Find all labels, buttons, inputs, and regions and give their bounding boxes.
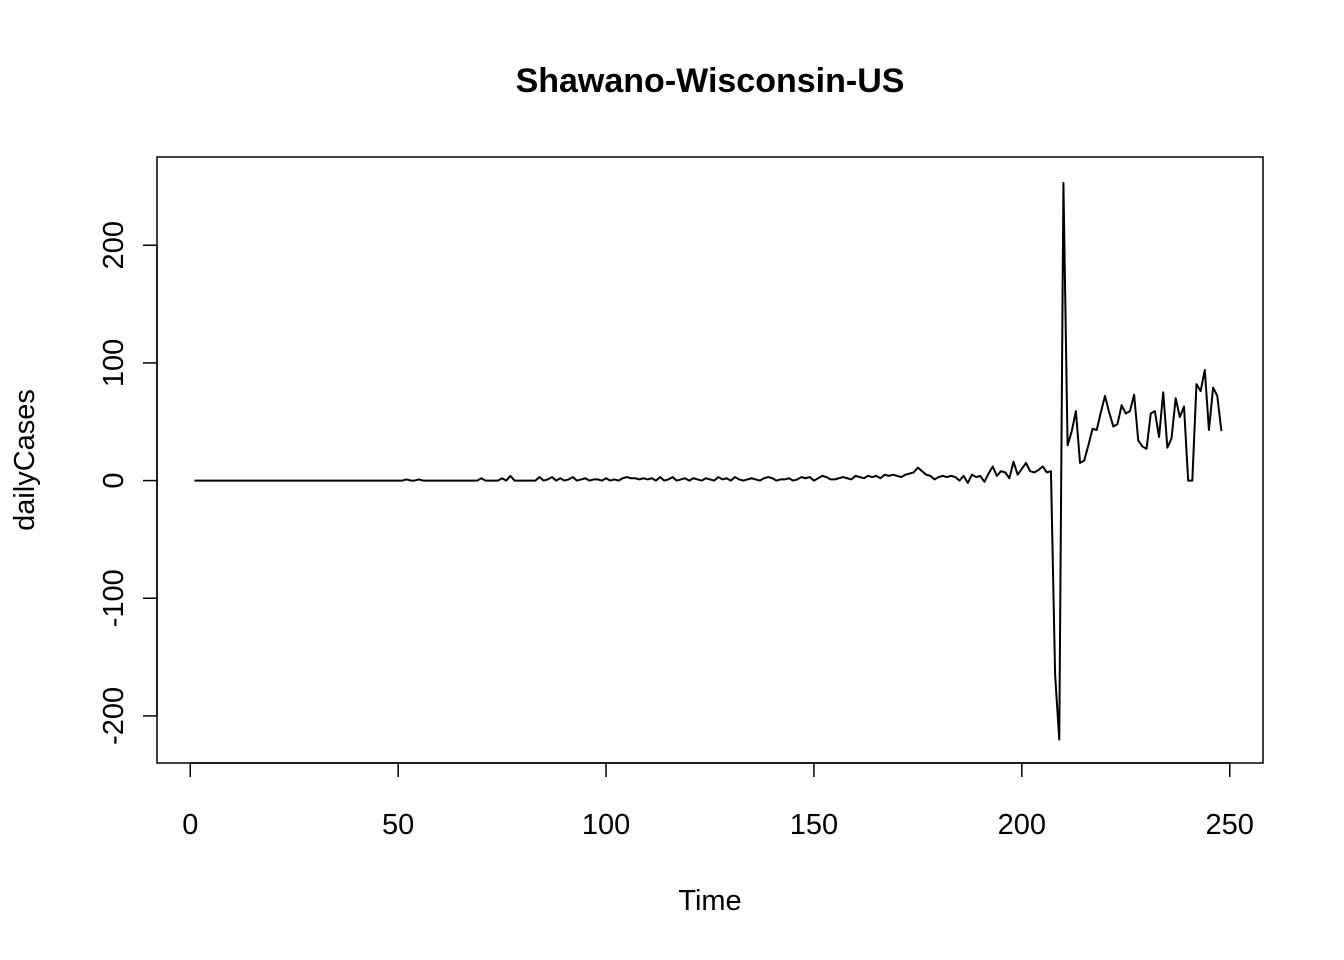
y-tick-label: -200 bbox=[98, 687, 130, 745]
y-axis-label: dailyCases bbox=[9, 389, 41, 531]
x-tick-label: 50 bbox=[382, 809, 414, 841]
x-axis-label: Time bbox=[678, 885, 741, 917]
y-axis: -200 -100 0 100 200 bbox=[98, 221, 158, 745]
x-tick-label: 250 bbox=[1206, 809, 1254, 841]
plot-box bbox=[156, 156, 1264, 764]
y-tick-label: -100 bbox=[98, 569, 130, 627]
x-tick-label: 150 bbox=[790, 809, 838, 841]
x-axis: 0 50 100 150 200 250 bbox=[182, 762, 1254, 841]
y-tick-label: 100 bbox=[98, 339, 130, 387]
x-tick-label: 100 bbox=[582, 809, 630, 841]
series-line bbox=[194, 181, 1223, 741]
y-tick-label: 0 bbox=[98, 473, 130, 489]
chart-title: Shawano-Wisconsin-US bbox=[516, 62, 905, 100]
x-tick-label: 0 bbox=[182, 809, 198, 841]
x-tick-label: 200 bbox=[998, 809, 1046, 841]
y-tick-label: 200 bbox=[98, 221, 130, 269]
